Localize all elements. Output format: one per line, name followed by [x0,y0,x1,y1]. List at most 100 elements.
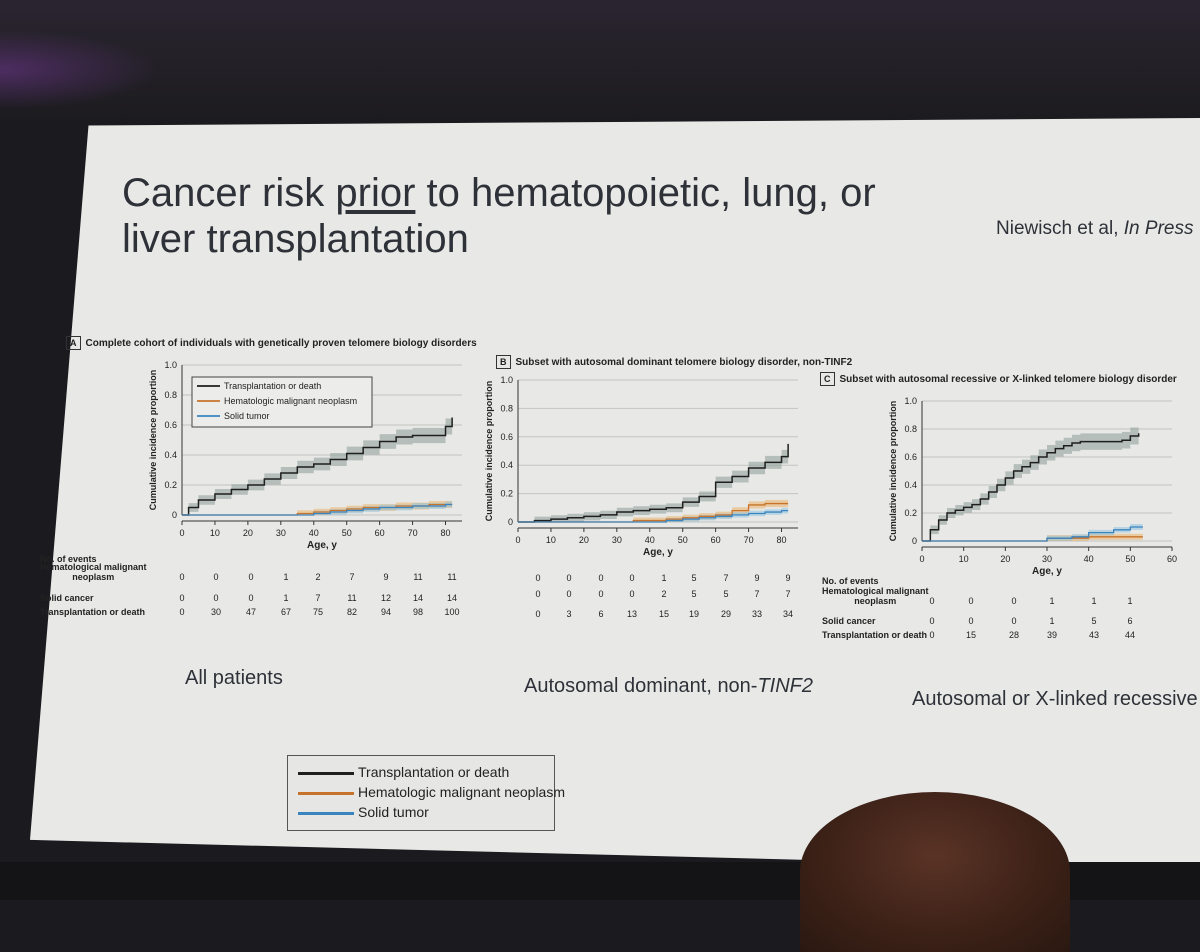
table-cell: 1 [1049,616,1055,626]
x-axis-label: Age, y [307,540,337,551]
panel-c-label: C [820,372,835,386]
panel-a-heading: A Complete cohort of individuals with gen… [66,336,477,350]
table-cell: 5 [1091,616,1097,626]
table-cell: 1 [661,573,667,583]
auditorium-ceiling [0,0,1200,120]
table-cell: 0 [248,593,254,603]
caption-recessive: Autosomal or X-linked recessive [912,688,1198,710]
table-cell: 0 [968,596,974,606]
legend-swatch-orange [298,792,354,795]
table-cell: 15 [658,609,669,619]
legend-item-hematologic: Hematologic malignant neoplasm [298,784,565,802]
table-cell: 1 [283,593,289,603]
series-line [922,526,1143,542]
confidence-band [922,424,1139,541]
table-cell: 9 [754,573,760,583]
x-tick-label: 0 [919,554,924,564]
table-cell: 0 [248,572,254,582]
table-cell: 0 [629,589,635,599]
table-row-label: Hematological malignant neoplasm [40,562,147,582]
x-tick-label: 10 [546,535,556,545]
x-tick-label: 40 [1084,554,1094,564]
y-tick-label: 0.8 [164,390,177,400]
table-cell: 6 [1127,616,1133,626]
table-cell: 0 [179,593,185,603]
table-cell: 1 [283,572,289,582]
table-cell: 0 [535,589,541,599]
table-header: No. of events [822,576,879,586]
y-tick-label: 0.4 [164,450,177,460]
table-cell: 2 [315,572,321,582]
table-cell: 11 [447,572,457,582]
y-axis-label: Cumulative incidence proportion [888,401,898,542]
table-cell: 0 [1011,616,1017,626]
y-tick-label: 0 [912,536,917,546]
table-cell: 1 [1091,596,1097,606]
table-cell: 9 [785,573,791,583]
x-axis-label: Age, y [1032,566,1062,577]
series-line [182,503,453,516]
x-tick-label: 80 [441,528,451,538]
legend-label: Solid tumor [224,411,270,421]
x-tick-label: 60 [1167,554,1177,564]
y-axis-label: Cumulative incidence proportion [484,381,494,522]
table-cell: 28 [1008,630,1019,640]
table-row-label: Solid cancer [40,593,94,603]
table-cell: 0 [179,572,185,582]
table-cell: 67 [280,607,291,617]
y-tick-label: 0.6 [164,420,177,430]
table-cell: 19 [688,609,699,619]
table-cell: 98 [412,607,423,617]
x-tick-label: 0 [179,528,184,538]
table-cell: 0 [535,573,541,583]
y-tick-label: 1.0 [904,396,917,406]
y-tick-label: 0 [172,510,177,520]
inset-legend [191,376,373,428]
stage-light-glow [0,30,160,110]
table-cell: 33 [751,609,762,619]
x-tick-label: 40 [645,535,655,545]
table-cell: 0 [213,593,219,603]
legend-label: Hematologic malignant neoplasm [224,396,357,406]
table-cell: 1 [1049,596,1055,606]
panel-c-heading: C Subset with autosomal recessive or X-li… [820,372,1177,386]
confidence-band [518,507,789,522]
citation-status: In Press [1123,218,1194,239]
x-tick-label: 20 [579,535,589,545]
table-cell: 5 [691,589,697,599]
x-tick-label: 50 [1125,554,1135,564]
title-underlined-word: prior [335,171,416,215]
table-cell: 0 [929,630,935,640]
legend-label: Transplantation or death [224,381,321,391]
table-header: No. of events [40,554,97,564]
x-tick-label: 30 [276,528,286,538]
chart-panel-a: 0 0.2 0.4 0.6 0.8 1.0 0 10 20 30 40 50 60 70 80 Age, y C… [148,360,462,551]
y-tick-label: 0.8 [500,403,513,413]
confidence-band [518,436,789,522]
confidence-band [182,501,453,515]
series-line [922,433,1140,542]
x-axis-label: Age, y [643,547,673,558]
table-cell: 11 [413,572,423,582]
x-tick-label: 60 [375,528,385,538]
table-cell: 1 [1127,596,1133,606]
table-cell: 6 [598,609,604,619]
x-tick-label: 20 [1000,554,1010,564]
table-cell: 7 [754,589,760,599]
caption-autosomal-dominant: Autosomal dominant, non-TINF2 [524,675,814,697]
table-cell: 12 [380,593,391,603]
table-cell: 0 [566,589,572,599]
table-cell: 39 [1046,630,1057,640]
table-cell: 47 [245,607,256,617]
table-row-label: Hematological malignant neoplasm [822,586,929,606]
y-tick-label: 0.4 [500,460,513,470]
y-tick-label: 0.8 [904,424,917,434]
table-cell: 94 [380,607,391,617]
x-tick-label: 0 [515,535,520,545]
table-cell: 0 [629,573,635,583]
x-tick-label: 70 [744,535,754,545]
legend-item-solid: Solid tumor [298,804,548,822]
table-cell: 0 [598,573,604,583]
table-cell: 9 [383,572,389,582]
bottom-legend: Transplantation or death Hematologic mal… [287,755,565,831]
